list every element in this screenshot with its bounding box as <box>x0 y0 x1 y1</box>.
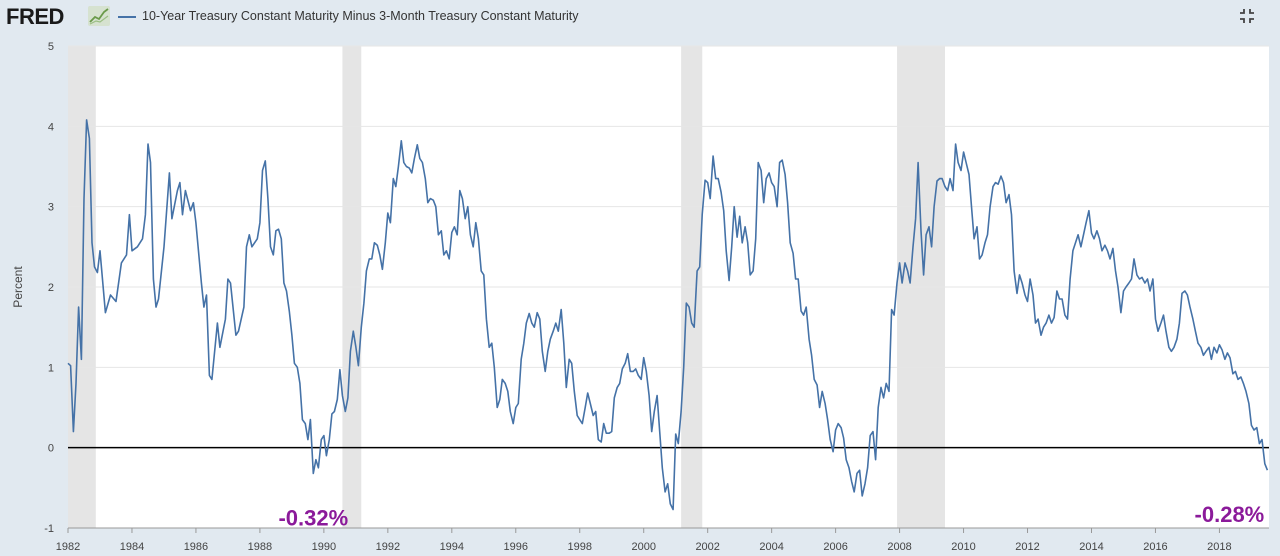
x-tick-label: 1994 <box>440 541 464 553</box>
legend-label: 10-Year Treasury Constant Maturity Minus… <box>142 9 579 23</box>
y-tick-label: 0 <box>48 443 54 455</box>
x-tick-label: 2016 <box>1143 541 1167 553</box>
x-tick-label: 2006 <box>823 541 847 553</box>
x-tick-label: 2004 <box>759 541 783 553</box>
series-line <box>67 119 1269 511</box>
x-tick-label: 2000 <box>631 541 655 553</box>
x-tick-label: 1990 <box>312 541 336 553</box>
y-tick-label: 4 <box>48 121 54 133</box>
x-tick-label: 2014 <box>1079 541 1103 553</box>
y-tick-label: 3 <box>48 202 54 214</box>
fred-logo[interactable]: FRED <box>6 4 64 29</box>
x-tick-label: 2008 <box>887 541 911 553</box>
line-chart-icon <box>88 6 110 26</box>
y-tick-label: 1 <box>48 362 54 374</box>
y-tick-label: -1 <box>44 523 54 535</box>
annotation-label: -0.32% <box>278 505 348 530</box>
x-tick-label: 1986 <box>184 541 208 553</box>
y-axis-label: Percent <box>11 266 25 308</box>
x-tick-label: 1982 <box>56 541 80 553</box>
x-tick-label: 1996 <box>504 541 528 553</box>
x-tick-label: 2010 <box>951 541 975 553</box>
legend-swatch <box>118 15 136 18</box>
collapse-icon[interactable] <box>1238 7 1256 25</box>
annotation-label: -0.28% <box>1195 502 1265 527</box>
x-tick-label: 1984 <box>120 541 144 553</box>
header: FRED 10-Year Treasury Constant Maturity … <box>0 0 1280 34</box>
x-tick-label: 2002 <box>695 541 719 553</box>
y-tick-label: 5 <box>48 41 54 53</box>
x-tick-label: 2018 <box>1207 541 1231 553</box>
x-tick-label: 1992 <box>376 541 400 553</box>
x-tick-label: 2012 <box>1015 541 1039 553</box>
x-tick-label: 1988 <box>248 541 272 553</box>
x-tick-label: 1998 <box>568 541 592 553</box>
y-tick-label: 2 <box>48 282 54 294</box>
chart-legend: 10-Year Treasury Constant Maturity Minus… <box>118 9 579 23</box>
